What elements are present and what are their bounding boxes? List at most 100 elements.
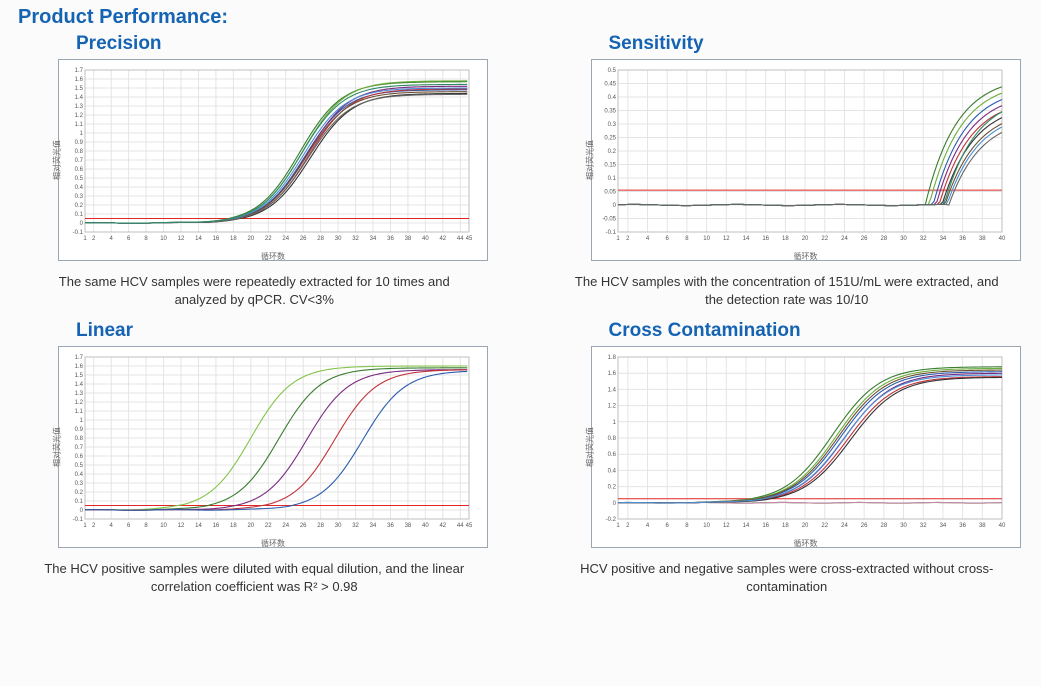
svg-text:20: 20	[801, 236, 808, 242]
svg-text:-0.1: -0.1	[73, 230, 84, 236]
svg-text:32: 32	[352, 523, 359, 529]
svg-text:36: 36	[959, 523, 966, 529]
svg-text:16: 16	[213, 236, 220, 242]
series-line	[618, 118, 1002, 206]
svg-text:0.9: 0.9	[75, 427, 84, 433]
chart-svg: 1246810121416182022242628303234363840-0.…	[596, 66, 1006, 244]
series-line	[85, 370, 467, 511]
panel-sensitivity: Sensitivity 1246810121416182022242628303…	[551, 33, 1024, 316]
svg-text:2: 2	[92, 523, 96, 529]
svg-text:0.15: 0.15	[604, 163, 616, 169]
panel-title-linear: Linear	[76, 320, 491, 342]
svg-text:38: 38	[405, 523, 412, 529]
svg-text:14: 14	[195, 236, 202, 242]
svg-text:38: 38	[405, 236, 412, 242]
panel-title-precision: Precision	[76, 33, 491, 55]
svg-text:8: 8	[685, 236, 689, 242]
svg-text:18: 18	[782, 523, 789, 529]
panel-precision: Precision 124681012141618202224262830323…	[18, 33, 491, 316]
svg-text:1: 1	[83, 523, 87, 529]
svg-text:12: 12	[722, 236, 729, 242]
panel-title-cross: Cross Contamination	[609, 320, 1024, 342]
svg-text:45: 45	[466, 523, 473, 529]
svg-text:1.7: 1.7	[75, 68, 84, 74]
svg-text:1.6: 1.6	[607, 371, 616, 377]
chart-svg: 1246810121416182022242628303234363840424…	[63, 353, 473, 531]
svg-text:10: 10	[160, 236, 167, 242]
svg-text:0: 0	[80, 221, 84, 227]
svg-text:0.3: 0.3	[75, 194, 84, 200]
svg-text:0.6: 0.6	[75, 167, 84, 173]
main-title: Product Performance:	[18, 6, 1023, 29]
series-line	[85, 372, 467, 511]
chart-svg: 1246810121416182022242628303234363840-0.…	[596, 353, 1006, 531]
caption-sensitivity: The HCV samples with the concentration o…	[571, 273, 1004, 308]
svg-text:1.6: 1.6	[75, 364, 84, 370]
svg-text:-0.1: -0.1	[605, 230, 616, 236]
svg-text:30: 30	[335, 523, 342, 529]
svg-text:0.2: 0.2	[607, 485, 616, 491]
series-line	[85, 94, 467, 223]
svg-text:28: 28	[317, 523, 324, 529]
svg-text:18: 18	[782, 236, 789, 242]
svg-text:12: 12	[178, 236, 185, 242]
svg-text:22: 22	[821, 523, 828, 529]
panel-linear: Linear 124681012141618202224262830323436…	[18, 320, 491, 603]
svg-text:10: 10	[160, 523, 167, 529]
series-line	[85, 93, 467, 223]
svg-text:44: 44	[457, 523, 464, 529]
svg-text:22: 22	[265, 236, 272, 242]
svg-text:36: 36	[387, 523, 394, 529]
svg-text:16: 16	[762, 523, 769, 529]
chart-sensitivity: 1246810121416182022242628303234363840-0.…	[591, 59, 1021, 261]
svg-text:24: 24	[282, 523, 289, 529]
svg-text:-0.1: -0.1	[73, 517, 84, 523]
svg-text:16: 16	[213, 523, 220, 529]
svg-text:4: 4	[110, 523, 114, 529]
svg-text:28: 28	[317, 236, 324, 242]
svg-text:1.5: 1.5	[75, 86, 84, 92]
xlabel: 循环数	[794, 251, 818, 262]
svg-text:0.6: 0.6	[75, 454, 84, 460]
svg-text:0: 0	[612, 203, 616, 209]
svg-text:0.2: 0.2	[75, 490, 84, 496]
svg-text:2: 2	[626, 523, 630, 529]
series-line	[85, 89, 467, 223]
svg-text:1.2: 1.2	[75, 400, 84, 406]
svg-text:30: 30	[900, 236, 907, 242]
xlabel: 循环数	[261, 251, 285, 262]
svg-text:22: 22	[821, 236, 828, 242]
svg-text:0.1: 0.1	[607, 176, 616, 182]
svg-text:0.4: 0.4	[75, 185, 84, 191]
svg-text:0.4: 0.4	[607, 468, 616, 474]
svg-text:42: 42	[439, 523, 446, 529]
svg-text:1.2: 1.2	[75, 113, 84, 119]
ylabel: 相对荧光值	[52, 427, 63, 467]
svg-text:36: 36	[387, 236, 394, 242]
series-line	[618, 127, 1002, 206]
svg-text:40: 40	[998, 236, 1005, 242]
svg-text:1.1: 1.1	[75, 122, 84, 128]
series-line	[618, 378, 1002, 504]
svg-text:0.3: 0.3	[607, 122, 616, 128]
svg-text:40: 40	[998, 523, 1005, 529]
series-line	[618, 369, 1002, 503]
svg-text:0.1: 0.1	[75, 499, 84, 505]
svg-text:8: 8	[685, 523, 689, 529]
svg-text:6: 6	[665, 523, 669, 529]
ylabel: 相对荧光值	[52, 140, 63, 180]
svg-text:38: 38	[978, 523, 985, 529]
svg-text:28: 28	[880, 236, 887, 242]
series-line	[85, 92, 467, 224]
svg-text:0.25: 0.25	[604, 136, 616, 142]
svg-text:0.35: 0.35	[604, 109, 616, 115]
svg-text:0: 0	[80, 508, 84, 514]
svg-text:30: 30	[335, 236, 342, 242]
svg-text:-0.05: -0.05	[602, 217, 616, 223]
svg-text:26: 26	[300, 236, 307, 242]
svg-text:45: 45	[466, 236, 473, 242]
svg-text:1.4: 1.4	[75, 95, 84, 101]
svg-text:4: 4	[645, 236, 649, 242]
panel-cross: Cross Contamination 12468101214161820222…	[551, 320, 1024, 603]
svg-text:6: 6	[665, 236, 669, 242]
